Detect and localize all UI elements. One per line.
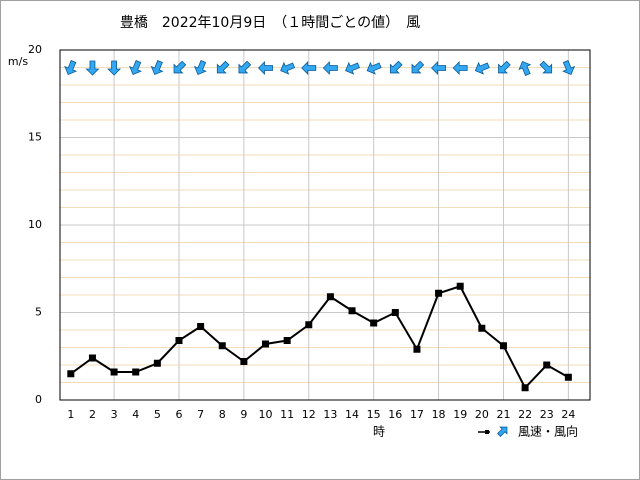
x-tick-label: 15 xyxy=(367,408,381,421)
x-tick-label: 22 xyxy=(518,408,532,421)
wind-arrow xyxy=(301,61,317,75)
wind-arrow xyxy=(129,60,142,75)
data-point xyxy=(240,358,248,365)
x-tick-label: 10 xyxy=(259,408,273,421)
wind-arrow xyxy=(539,60,553,74)
plot-border xyxy=(59,49,591,401)
wind-arrow xyxy=(518,61,532,76)
data-point xyxy=(478,324,486,332)
wind-arrow xyxy=(257,61,273,75)
x-tick-label: 23 xyxy=(540,408,554,421)
wind-arrow xyxy=(216,60,230,74)
x-tick-label: 1 xyxy=(67,408,74,421)
legend-dot xyxy=(485,430,489,434)
data-point xyxy=(197,323,205,330)
data-point xyxy=(456,282,464,290)
wind-arrow xyxy=(193,60,207,75)
x-tick-label: 3 xyxy=(111,408,118,421)
x-axis-label: 時 xyxy=(373,425,385,439)
data-point xyxy=(67,370,75,378)
y-tick-label: 15 xyxy=(28,131,42,144)
wind-arrow xyxy=(85,60,100,76)
y-tick-label: 5 xyxy=(35,306,42,319)
y-tick-label: 20 xyxy=(28,43,42,56)
data-point xyxy=(543,361,551,369)
x-tick-label: 21 xyxy=(496,408,510,421)
x-tick-label: 20 xyxy=(475,408,489,421)
x-tick-label: 5 xyxy=(154,408,161,421)
x-tick-label: 24 xyxy=(561,408,575,421)
data-point xyxy=(564,373,572,381)
x-tick-label: 14 xyxy=(345,408,359,421)
wind-arrow xyxy=(150,60,164,75)
data-point xyxy=(326,293,334,301)
data-point xyxy=(305,321,313,329)
wind-arrow xyxy=(498,60,511,74)
data-line xyxy=(70,285,569,390)
data-point xyxy=(153,359,161,367)
wind-arrow xyxy=(107,60,122,76)
legend-label: 風速・風向 xyxy=(518,424,578,439)
x-tick-label: 17 xyxy=(410,408,424,421)
wind-arrow xyxy=(322,61,338,75)
chart-title: 豊橋 2022年10月9日 （１時間ごとの値） 風 xyxy=(120,15,420,31)
wind-arrow xyxy=(64,60,78,75)
x-tick-label: 11 xyxy=(280,408,294,421)
x-tick-label: 2 xyxy=(89,408,96,421)
wind-arrow xyxy=(474,61,490,75)
data-point xyxy=(110,368,118,376)
wind-arrow xyxy=(562,60,576,75)
x-tick-label: 18 xyxy=(432,408,446,421)
wind-arrow xyxy=(431,61,446,75)
y-tick-label: 0 xyxy=(35,393,42,406)
data-point xyxy=(88,354,96,362)
y-axis-label: m/s xyxy=(8,55,28,68)
data-point xyxy=(283,337,291,344)
data-point xyxy=(521,384,529,392)
data-point xyxy=(370,319,378,327)
x-tick-label: 12 xyxy=(302,408,316,421)
wind-arrow xyxy=(411,60,425,74)
wind-arrow xyxy=(280,61,296,75)
legend-arrow xyxy=(497,426,508,437)
wind-arrow xyxy=(452,61,468,75)
x-tick-label: 4 xyxy=(132,408,139,421)
x-tick-label: 9 xyxy=(240,408,247,421)
wind-arrow xyxy=(389,60,403,74)
x-tick-label: 13 xyxy=(323,408,337,421)
wind-arrow xyxy=(238,60,252,74)
data-point xyxy=(413,345,421,353)
x-tick-label: 7 xyxy=(197,408,204,421)
wind-arrow xyxy=(173,60,187,74)
data-point xyxy=(435,289,443,297)
y-tick-label: 10 xyxy=(28,218,42,231)
data-point xyxy=(391,309,399,316)
data-point xyxy=(218,342,226,350)
data-point xyxy=(262,340,270,348)
x-tick-label: 16 xyxy=(388,408,402,421)
data-point xyxy=(132,368,140,376)
wind-arrow xyxy=(366,61,382,75)
x-tick-label: 19 xyxy=(453,408,467,421)
data-point xyxy=(175,337,183,344)
x-tick-label: 8 xyxy=(219,408,226,421)
data-point xyxy=(499,342,507,350)
wind-arrow xyxy=(345,61,360,75)
x-tick-label: 6 xyxy=(175,408,182,421)
data-point xyxy=(348,307,356,315)
